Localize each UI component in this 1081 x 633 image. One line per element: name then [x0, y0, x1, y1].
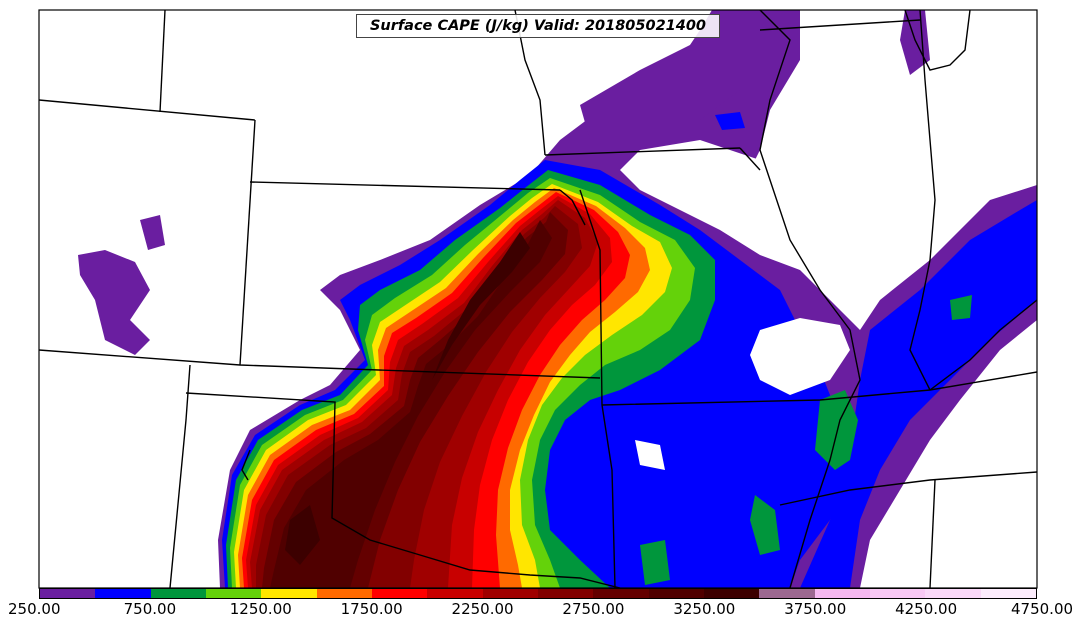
colorbar-segment: [205, 589, 262, 598]
colorbar-segment: [427, 589, 483, 598]
colorbar-tick-label: 3750.00: [784, 600, 847, 618]
colorbar-tick-label: 4250.00: [895, 600, 958, 618]
colorbar-tick-label: 4750.00: [1011, 600, 1074, 618]
boundary-ne-west: [239, 119, 256, 366]
colorbar-segment: [150, 589, 206, 598]
state-boundaries: [39, 10, 1037, 588]
cape-contour-250-ne: [900, 10, 930, 75]
cape-contour-hole-ark: [635, 440, 665, 470]
boundary-mo-ar: [601, 371, 1037, 406]
boundary-mo-west: [579, 189, 616, 588]
cape-contour-500-east: [800, 200, 1037, 588]
colorbar-tick-label: 250.00: [8, 600, 61, 618]
colorbar-segment: [537, 589, 594, 598]
boundary-ne-ks-river: [559, 189, 586, 226]
boundary-ia-mo: [544, 147, 741, 156]
boundary-ok-tx: [185, 392, 621, 588]
colorbar-tick-label: 750.00: [123, 600, 177, 618]
boundary-wy-mt: [159, 10, 166, 113]
cape-contour-3250-sw: [285, 505, 320, 565]
boundary-tn-ms: [779, 471, 1037, 506]
boundary-il-in: [909, 10, 936, 391]
boundary-ohio-river: [929, 299, 1037, 391]
colorbar-segment: [869, 589, 926, 598]
colorbar-segment: [593, 589, 649, 598]
cape-contour-750-south: [750, 495, 780, 555]
boundary-wi-il: [759, 19, 921, 31]
cape-contour-500-ne: [715, 112, 745, 130]
boundary-tx-panhandle: [241, 449, 251, 481]
colorbar-tick-label: 3250.00: [673, 600, 736, 618]
colorbar-segment: [980, 589, 1036, 598]
cape-contour-250-west-b: [140, 215, 165, 250]
colorbar-segment: [316, 589, 372, 598]
boundary-nd-sd-line: [39, 99, 256, 121]
colorbar-tick-label: 2750.00: [562, 600, 625, 618]
cape-contour-750-south-b: [640, 540, 670, 585]
cape-contour-hole-north: [620, 140, 820, 270]
map-title: Surface CAPE (J/kg) Valid: 201805021400: [356, 14, 720, 38]
cape-contour-250-west: [78, 250, 150, 355]
cape-contour-250-north: [580, 30, 760, 150]
colorbar-segment: [40, 589, 96, 598]
boundary-sd-ne-line: [249, 181, 561, 191]
boundary-ms-river: [759, 10, 861, 588]
colorbar-segment: [648, 589, 704, 598]
colorbar-tick-label: 1250.00: [229, 600, 292, 618]
colorbar-segment: [482, 589, 538, 598]
cape-contours: [78, 10, 1037, 588]
colorbar-segment: [814, 589, 870, 598]
colorbar-segment: [261, 589, 317, 598]
colorbar-segment: [759, 589, 815, 598]
boundary-lake-michigan: [904, 10, 971, 71]
cape-contour-hole-missouri: [750, 318, 850, 395]
boundary-co-west: [169, 364, 191, 588]
cape-contour-3000: [270, 220, 552, 588]
boundary-ks-mo-north: [739, 147, 761, 171]
colorbar-segment: [703, 589, 760, 598]
colorbar-segment: [925, 589, 981, 598]
colorbar-tick-label: 2250.00: [451, 600, 514, 618]
colorbar: [39, 588, 1037, 599]
cape-contour-750-east-b: [950, 295, 972, 320]
boundary-ky-tn-east: [929, 479, 936, 588]
colorbar-segment: [95, 589, 151, 598]
colorbar-segment: [371, 589, 428, 598]
cape-contour-3250: [432, 232, 530, 380]
colorbar-tick-label: 1750.00: [340, 600, 403, 618]
cape-contour-750-east: [815, 390, 858, 470]
